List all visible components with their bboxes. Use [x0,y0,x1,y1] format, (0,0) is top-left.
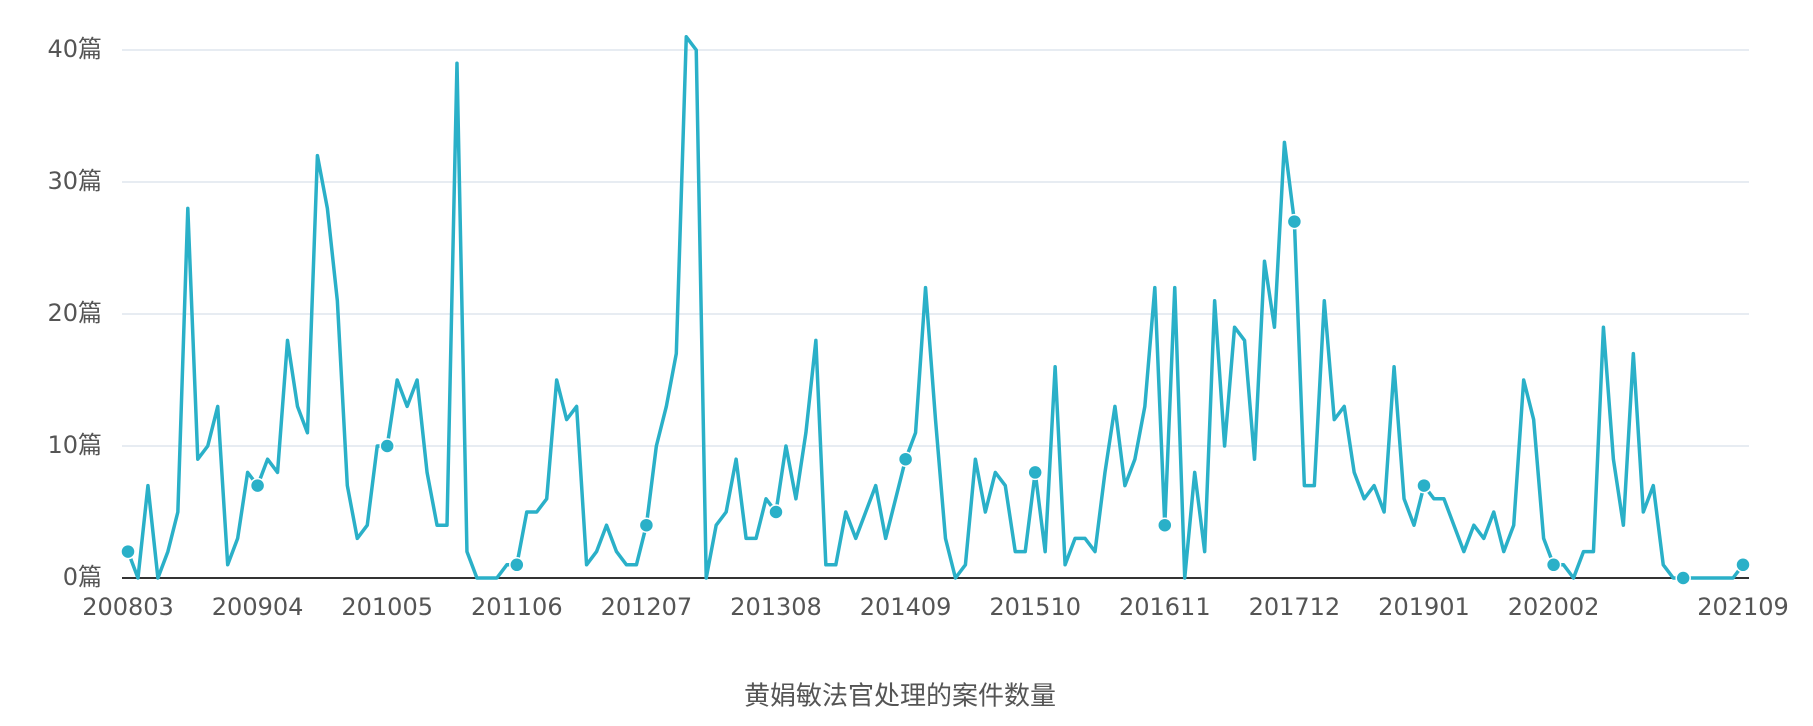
x-tick-label: 201308 [730,593,822,621]
data-point [1675,570,1691,586]
data-point [638,517,655,533]
x-tick-label: 202002 [1508,593,1600,621]
x-tick-label: 201611 [1119,593,1211,621]
data-point [509,557,525,573]
x-tick-label: 202109 [1697,593,1789,621]
x-tick-label: 200803 [82,593,174,621]
x-tick-label: 201409 [860,593,952,621]
data-point [1027,464,1043,481]
x-tick-label: 201207 [601,593,693,621]
data-point [379,438,395,454]
x-tick-label: 201901 [1378,593,1470,621]
data-point [768,504,784,520]
x-tick-label: 201510 [989,593,1081,621]
data-point [249,477,266,494]
y-tick-label: 0篇 [63,563,102,591]
chart-title: 黄娟敏法官处理的案件数量 [744,682,1056,712]
x-tick-label: 201712 [1249,593,1341,621]
data-point [897,451,914,467]
y-tick-label: 30篇 [47,167,102,195]
x-tick-label: 201106 [471,593,563,621]
data-point [1735,557,1751,573]
y-tick-label: 20篇 [47,299,102,327]
data-point [1286,213,1303,230]
data-point [1545,557,1562,573]
data-point [120,543,136,560]
y-tick-label: 40篇 [47,35,102,63]
y-tick-label: 10篇 [47,431,102,459]
x-tick-label: 200904 [212,593,304,621]
data-point [1416,477,1432,494]
x-tick-label: 201005 [341,593,433,621]
data-point [1157,517,1173,533]
data-line [126,35,1745,580]
